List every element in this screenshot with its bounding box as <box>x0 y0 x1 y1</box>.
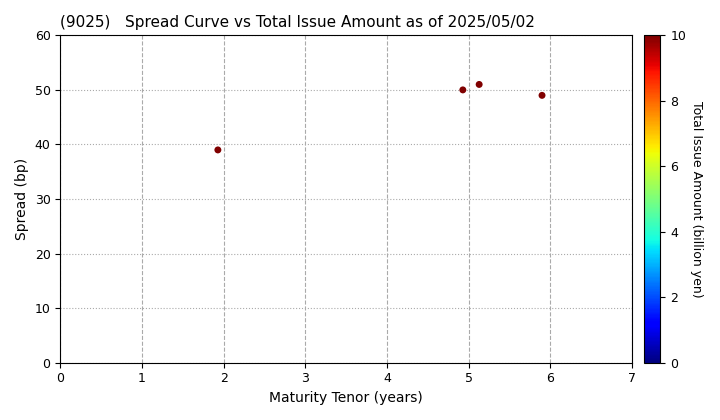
Point <box>212 147 224 153</box>
Point <box>457 87 469 93</box>
Y-axis label: Spread (bp): Spread (bp) <box>15 158 29 240</box>
Text: (9025)   Spread Curve vs Total Issue Amount as of 2025/05/02: (9025) Spread Curve vs Total Issue Amoun… <box>60 15 535 30</box>
Point <box>473 81 485 88</box>
Point <box>536 92 548 99</box>
Y-axis label: Total Issue Amount (billion yen): Total Issue Amount (billion yen) <box>690 101 703 297</box>
X-axis label: Maturity Tenor (years): Maturity Tenor (years) <box>269 391 423 405</box>
